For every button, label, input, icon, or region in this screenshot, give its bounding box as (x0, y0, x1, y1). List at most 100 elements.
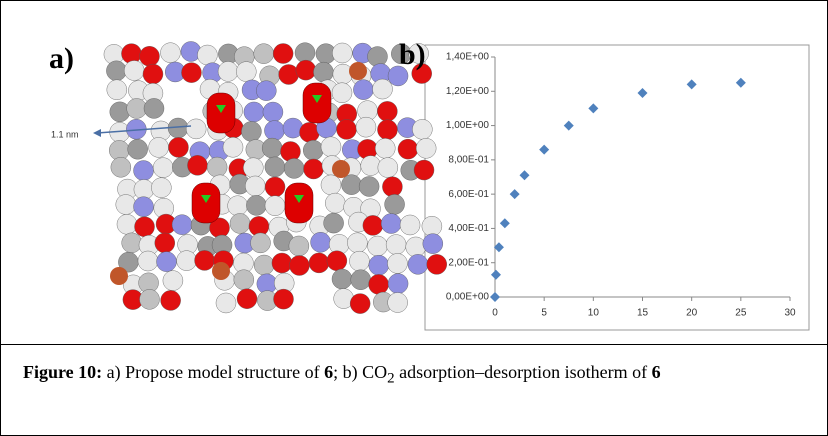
atom (215, 292, 237, 314)
atom (368, 255, 389, 276)
atom (272, 43, 294, 64)
atom (261, 137, 283, 159)
atom (303, 158, 324, 180)
atom (332, 42, 353, 64)
atom (362, 215, 384, 236)
atom (212, 262, 230, 280)
atom (412, 119, 433, 140)
point (509, 189, 520, 200)
atom (381, 213, 402, 234)
y-tick-label: 2,00E-01 (448, 257, 489, 268)
atom (385, 234, 407, 255)
figure-panels: 1.1 nm a) b) 0,00E+00 2,00E-01 4,00E-01 6,0… (49, 38, 810, 331)
point (499, 218, 510, 229)
atom (299, 122, 320, 143)
marker (201, 195, 211, 203)
atom (336, 119, 357, 140)
atom (408, 43, 429, 64)
y-tick-label: 1,00E+00 (446, 120, 490, 131)
atom (331, 82, 353, 103)
point (490, 269, 501, 280)
atom (116, 214, 138, 235)
atom (154, 232, 175, 254)
atom (236, 288, 258, 309)
caption-text: a) Propose model structure of (102, 362, 325, 382)
atom (387, 292, 408, 313)
atom (253, 254, 275, 276)
x-tick-label: 10 (588, 308, 600, 319)
atom (332, 160, 350, 178)
atom (162, 270, 184, 291)
atom (262, 101, 284, 123)
atom (377, 119, 398, 140)
atom (331, 268, 353, 290)
atom (137, 250, 159, 272)
atom (273, 288, 294, 310)
atom (320, 136, 342, 157)
atom (243, 157, 264, 178)
arrow (96, 125, 192, 134)
atom (245, 175, 266, 197)
atom (139, 289, 160, 310)
annotation: 1.1 nm (51, 129, 79, 139)
atom (187, 155, 208, 176)
atom (253, 43, 274, 64)
atom (341, 174, 362, 195)
caption-label: Figure 10: (23, 362, 103, 382)
atom (375, 138, 396, 159)
atom (415, 138, 437, 159)
atom (310, 232, 331, 253)
atom (121, 43, 142, 64)
atom (133, 160, 154, 181)
atom (349, 62, 367, 80)
atom (110, 267, 128, 285)
caption-text: adsorption–desorption isotherm of (394, 362, 652, 382)
atom (294, 42, 316, 63)
atom (384, 194, 405, 215)
atom (256, 80, 277, 101)
y-tick-label: 0,00E+00 (446, 292, 490, 303)
atom (377, 101, 398, 122)
caption: Figure 10: a) Propose model structure of… (1, 344, 827, 435)
y-tick-label: 1,20E+00 (446, 86, 490, 97)
point (539, 144, 550, 155)
point (686, 79, 697, 90)
atom (142, 63, 164, 85)
atom (229, 213, 251, 234)
atom (313, 61, 334, 83)
atom (278, 64, 299, 85)
atom (377, 157, 399, 178)
atom (382, 176, 403, 197)
atom (250, 232, 271, 254)
atom (197, 44, 218, 66)
atom (323, 212, 344, 234)
atom (152, 157, 174, 178)
atom (139, 46, 160, 67)
atom (387, 253, 408, 274)
atom (227, 195, 248, 216)
atom (133, 179, 155, 200)
x-tick-label: 20 (686, 308, 698, 319)
atom (194, 250, 215, 271)
atom (421, 216, 443, 237)
marker (216, 105, 226, 113)
point (588, 103, 599, 114)
x-tick-label: 30 (784, 308, 796, 319)
x-tick-label: 15 (637, 308, 649, 319)
atom (110, 157, 132, 178)
atom (280, 141, 301, 162)
atom (397, 138, 419, 160)
atom (243, 101, 265, 123)
atom (326, 250, 348, 271)
atom (426, 254, 447, 275)
marker (312, 95, 322, 103)
atom (372, 78, 393, 100)
atom (217, 61, 239, 82)
atom (151, 177, 172, 198)
caption-text: ; b) CO (333, 362, 388, 382)
atom (134, 216, 155, 237)
atom (222, 137, 244, 158)
atom (347, 232, 368, 253)
panel-label: a) (49, 42, 74, 75)
